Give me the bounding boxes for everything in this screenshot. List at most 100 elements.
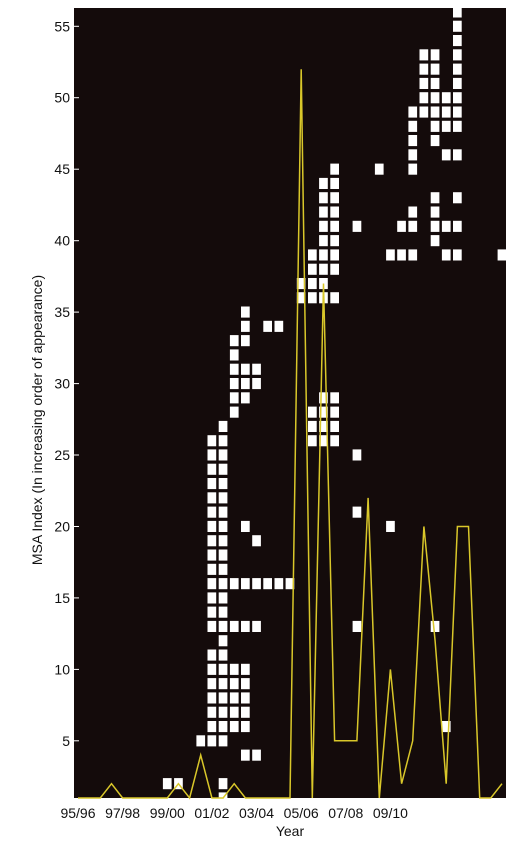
- heatmap-cell: [218, 692, 228, 704]
- y-tick-label: 45: [54, 161, 70, 177]
- heatmap-cell: [229, 678, 239, 690]
- y-tick-label: 20: [54, 519, 70, 535]
- heatmap-cell: [419, 77, 429, 89]
- heatmap-cell: [441, 721, 451, 733]
- y-tick-label: 15: [54, 590, 70, 606]
- heatmap-cell: [218, 606, 228, 618]
- heatmap-cell: [263, 320, 272, 332]
- heatmap-cell: [441, 92, 451, 104]
- heatmap-cell: [207, 535, 217, 547]
- heatmap-cell: [229, 392, 239, 404]
- heatmap-cell: [453, 220, 462, 232]
- heatmap-cell: [274, 578, 284, 590]
- heatmap-cell: [241, 578, 250, 590]
- heatmap-cell: [319, 220, 328, 232]
- heatmap-cell: [218, 663, 228, 675]
- heatmap-cell: [408, 135, 418, 147]
- heatmap-cell: [252, 749, 261, 761]
- heatmap-cell: [319, 206, 328, 218]
- heatmap-cell: [319, 406, 328, 418]
- heatmap-cell: [453, 92, 462, 104]
- heatmap-cell: [241, 320, 250, 332]
- y-tick-label: 50: [54, 90, 70, 106]
- heatmap-cell: [229, 663, 239, 675]
- heatmap-cell: [408, 206, 418, 218]
- heatmap-cell: [218, 506, 228, 518]
- x-axis-label: Year: [276, 823, 305, 839]
- heatmap-cell: [229, 578, 239, 590]
- heatmap-cell: [207, 563, 217, 575]
- heatmap-cells: [162, 6, 506, 804]
- heatmap-cell: [218, 592, 228, 604]
- y-tick-label: 30: [54, 376, 70, 392]
- heatmap-cell: [263, 578, 272, 590]
- heatmap-cell: [319, 392, 328, 404]
- heatmap-cell: [374, 163, 384, 175]
- heatmap-cell: [430, 77, 440, 89]
- heatmap-cell: [207, 449, 217, 461]
- heatmap-cell: [241, 706, 250, 718]
- heatmap-cell: [453, 35, 462, 47]
- heatmap-cell: [252, 535, 261, 547]
- heatmap-cell: [430, 120, 440, 132]
- x-tick-label: 95/96: [60, 805, 95, 821]
- plot-background: [74, 8, 506, 798]
- heatmap-cell: [352, 620, 362, 632]
- heatmap-cell: [430, 235, 440, 247]
- heatmap-cell: [319, 177, 328, 189]
- heatmap-cell: [319, 249, 328, 261]
- heatmap-cell: [218, 563, 228, 575]
- heatmap-cell: [218, 678, 228, 690]
- heatmap-cell: [207, 578, 217, 590]
- heatmap-cell: [207, 649, 217, 661]
- heatmap-cell: [241, 678, 250, 690]
- heatmap-cell: [207, 678, 217, 690]
- heatmap-cell: [441, 249, 451, 261]
- heatmap-cell: [352, 449, 362, 461]
- heatmap-cell: [218, 420, 228, 432]
- y-axis-ticks: 5 10 15 20 25 30 35 40 45 50 55: [54, 18, 79, 749]
- heatmap-cell: [241, 363, 250, 375]
- heatmap-cell: [408, 249, 418, 261]
- heatmap-cell: [252, 620, 261, 632]
- heatmap-cell: [453, 6, 462, 18]
- heatmap-cell: [430, 92, 440, 104]
- heatmap-cell: [408, 220, 418, 232]
- heatmap-cell: [241, 749, 250, 761]
- heatmap-cell: [285, 578, 295, 590]
- heatmap-cell: [319, 192, 328, 204]
- heatmap-cell: [218, 778, 228, 790]
- heatmap-cell: [241, 392, 250, 404]
- heatmap-cell: [207, 735, 217, 747]
- heatmap-cell: [241, 721, 250, 733]
- heatmap-cell: [441, 106, 451, 118]
- heatmap-cell: [453, 77, 462, 89]
- heatmap-cell: [319, 263, 328, 275]
- heatmap-cell: [441, 149, 451, 161]
- heatmap-cell: [430, 206, 440, 218]
- heatmap-cell: [430, 63, 440, 75]
- heatmap-cell: [218, 520, 228, 532]
- heatmap-cell: [319, 435, 328, 447]
- heatmap-cell: [453, 149, 462, 161]
- heatmap-cell: [330, 420, 339, 432]
- heatmap-cell: [218, 535, 228, 547]
- x-tick-label: 03/04: [239, 805, 274, 821]
- heatmap-cell: [453, 192, 462, 204]
- heatmap-cell: [386, 249, 395, 261]
- heatmap-cell: [207, 492, 217, 504]
- heatmap-cell: [408, 149, 418, 161]
- heatmap-cell: [419, 49, 429, 61]
- heatmap-cell: [330, 206, 339, 218]
- heatmap-cell: [319, 235, 328, 247]
- heatmap-cell: [308, 435, 317, 447]
- y-axis-label: MSA Index (In increasing order of appear…: [29, 275, 45, 565]
- heatmap-cell: [296, 292, 306, 304]
- heatmap-cell: [207, 435, 217, 447]
- y-tick-label: 25: [54, 447, 70, 463]
- heatmap-cell: [330, 192, 339, 204]
- heatmap-cell: [229, 692, 239, 704]
- heatmap-cell: [207, 520, 217, 532]
- heatmap-cell: [330, 177, 339, 189]
